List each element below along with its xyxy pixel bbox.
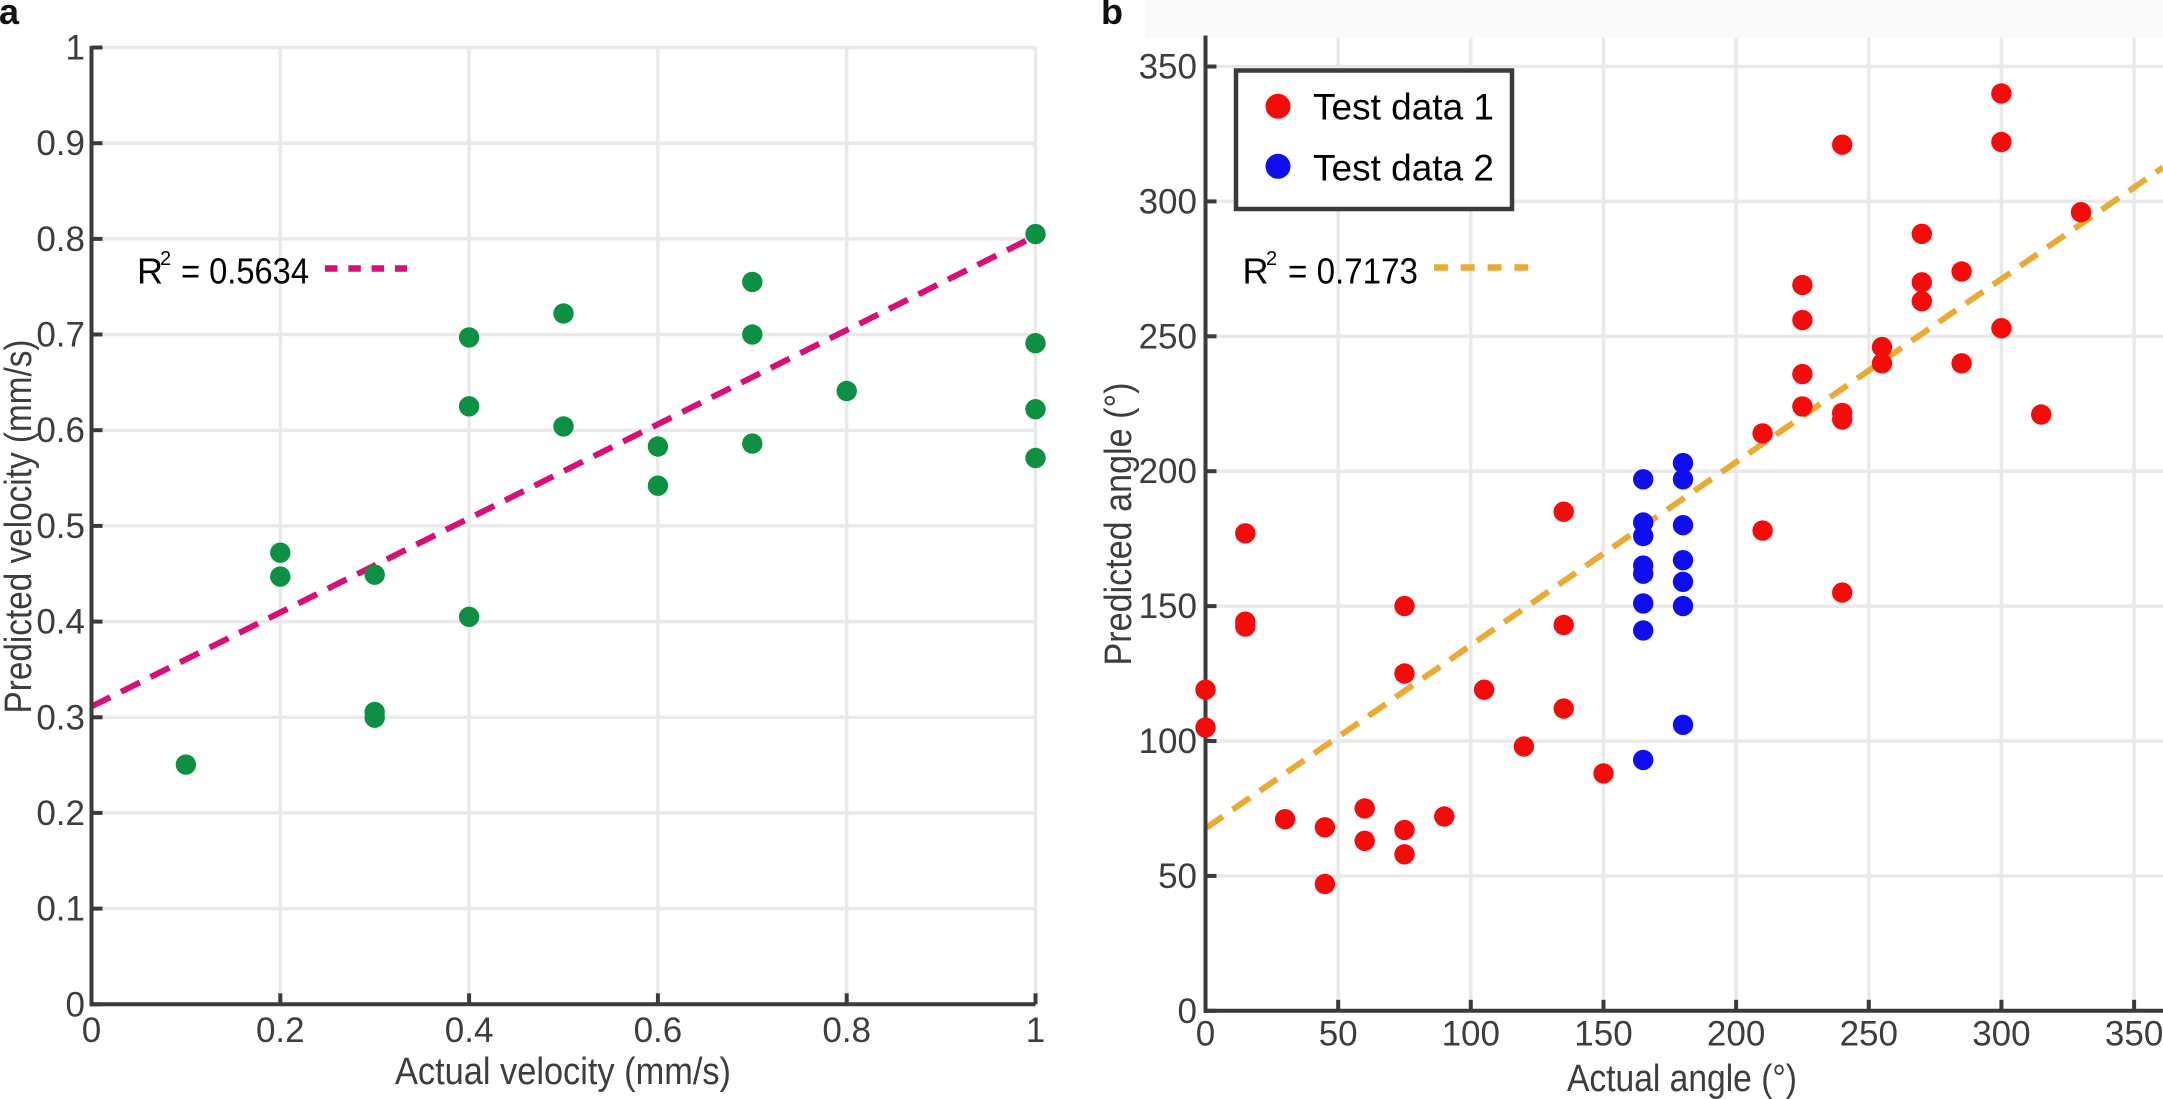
- svg-text:0: 0: [82, 1011, 101, 1050]
- svg-text:150: 150: [1574, 1015, 1632, 1054]
- svg-text:1: 1: [1026, 1011, 1045, 1050]
- svg-text:0.8: 0.8: [36, 220, 85, 259]
- svg-text:100: 100: [1139, 722, 1197, 761]
- svg-text:R: R: [137, 251, 163, 292]
- svg-text:0.1: 0.1: [36, 890, 85, 929]
- svg-text:200: 200: [1139, 452, 1197, 491]
- svg-text:150: 150: [1139, 587, 1197, 626]
- svg-text:250: 250: [1840, 1015, 1898, 1054]
- svg-text:300: 300: [1972, 1015, 2030, 1054]
- svg-text:250: 250: [1139, 317, 1197, 356]
- svg-text:0.4: 0.4: [445, 1011, 494, 1050]
- svg-text:2: 2: [160, 248, 171, 270]
- svg-text:0.8: 0.8: [822, 1011, 871, 1050]
- svg-text:R: R: [1243, 251, 1269, 292]
- svg-text:= 0.5634: = 0.5634: [181, 251, 309, 292]
- svg-text:100: 100: [1442, 1015, 1500, 1054]
- svg-text:0.5: 0.5: [36, 507, 85, 546]
- svg-text:0.3: 0.3: [36, 698, 85, 737]
- svg-text:0.4: 0.4: [36, 603, 85, 642]
- svg-text:b: b: [1101, 0, 1123, 32]
- svg-text:0: 0: [1196, 1015, 1215, 1054]
- svg-text:0.2: 0.2: [256, 1011, 305, 1050]
- svg-text:Test data 2: Test data 2: [1313, 148, 1494, 189]
- svg-text:Test data 1: Test data 1: [1313, 87, 1494, 128]
- svg-text:0.2: 0.2: [36, 794, 85, 833]
- svg-text:0: 0: [1178, 992, 1197, 1031]
- svg-text:0: 0: [66, 985, 85, 1024]
- svg-text:Actual angle (°): Actual angle (°): [1567, 1058, 1797, 1099]
- svg-text:0.9: 0.9: [36, 124, 85, 163]
- svg-text:0.6: 0.6: [634, 1011, 683, 1050]
- svg-text:2: 2: [1266, 248, 1277, 270]
- svg-text:350: 350: [2105, 1015, 2163, 1054]
- svg-text:50: 50: [1319, 1015, 1358, 1054]
- svg-text:a: a: [0, 0, 20, 32]
- svg-text:50: 50: [1158, 857, 1197, 896]
- svg-text:0.7: 0.7: [36, 316, 85, 355]
- svg-text:0.6: 0.6: [36, 411, 85, 450]
- svg-text:Actual velocity (mm/s): Actual velocity (mm/s): [395, 1051, 731, 1093]
- svg-text:Predicted velocity (mm/s): Predicted velocity (mm/s): [0, 340, 40, 714]
- svg-text:350: 350: [1139, 48, 1197, 87]
- svg-text:Predicted angle (°): Predicted angle (°): [1098, 383, 1140, 666]
- svg-text:= 0.7173: = 0.7173: [1288, 251, 1418, 292]
- svg-text:300: 300: [1139, 182, 1197, 221]
- svg-text:1: 1: [66, 29, 85, 68]
- svg-text:200: 200: [1707, 1015, 1765, 1054]
